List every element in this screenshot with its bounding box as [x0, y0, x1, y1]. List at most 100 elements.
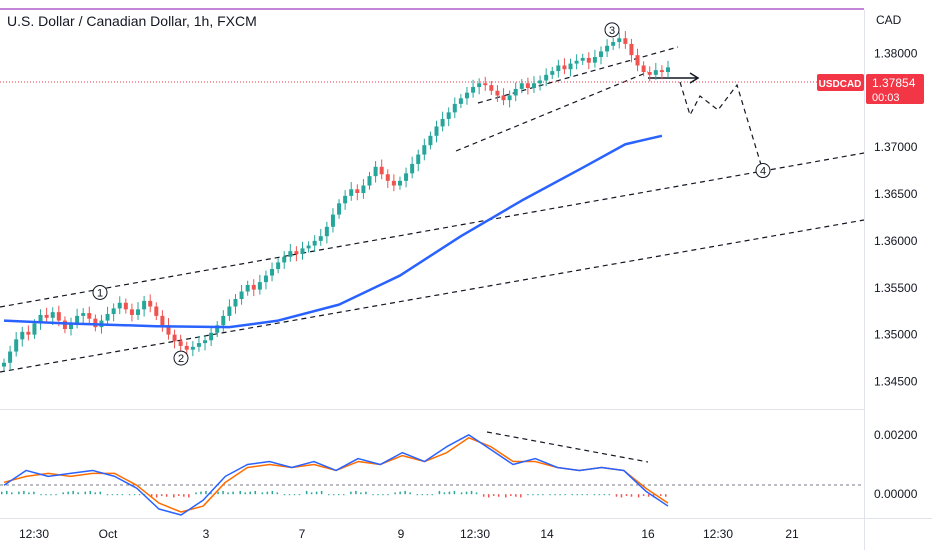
currency-label[interactable]: CAD [876, 13, 902, 27]
osc-histogram-bar [549, 494, 551, 496]
wave-label-circle[interactable] [755, 163, 771, 179]
osc-histogram-bar [217, 491, 219, 495]
osc-histogram-bar [195, 492, 197, 495]
osc-histogram-bar [106, 494, 109, 496]
wave-label-circle[interactable] [604, 22, 620, 38]
osc-histogram-bar [532, 494, 534, 496]
wave-label-circle[interactable] [173, 350, 189, 366]
price-tag-bg [866, 74, 924, 104]
candle-body [337, 203, 342, 215]
osc-histogram-bar [328, 494, 330, 496]
candle-body [123, 302, 128, 310]
time-tick-label: 14 [540, 527, 554, 541]
osc-histogram-bar [77, 492, 79, 495]
osc-histogram-bar [298, 494, 301, 496]
time-tick-label: 12:30 [460, 527, 490, 541]
candle-body [440, 118, 445, 127]
osc-histogram-bar [510, 494, 512, 496]
osc-histogram-bar [608, 494, 611, 496]
osc-histogram-bar [178, 494, 180, 496]
upper-channel-line[interactable] [0, 152, 865, 308]
time-tick-label: 9 [398, 527, 405, 541]
candle-body [641, 65, 646, 73]
time-tick-label: 21 [785, 527, 799, 541]
candle-body [659, 70, 664, 73]
osc-histogram-bar [377, 494, 379, 496]
candle-body [330, 214, 335, 227]
osc-histogram-bar [431, 494, 434, 496]
candle-body [349, 189, 354, 196]
candle-body [538, 80, 543, 84]
price-tag-countdown: 00:03 [872, 92, 900, 104]
candle-body [190, 346, 195, 350]
wedge-upper-line[interactable] [477, 46, 679, 104]
candle-body [20, 331, 25, 340]
osc-histogram-bar [50, 494, 52, 496]
wave-label-text: 4 [760, 166, 766, 178]
candle-body [154, 306, 159, 316]
candle-body [501, 95, 506, 101]
wave-label-circle[interactable] [92, 284, 108, 300]
osc-histogram-bar [315, 491, 318, 495]
candle-body [75, 315, 80, 324]
osc-histogram-bar [271, 490, 274, 495]
drawings[interactable] [0, 46, 865, 486]
candle-body [666, 67, 670, 73]
candle-body [263, 275, 268, 283]
candle-body [62, 320, 67, 330]
arrow-head-icon [689, 72, 700, 84]
osc-histogram-bar [23, 490, 25, 495]
moving-average-group [3, 134, 663, 329]
osc-histogram-bar [443, 492, 446, 495]
osc-tick-label: 0.00000 [874, 487, 918, 501]
time-axis[interactable]: 12:30 Oct 3 7 9 12:30 14 16 12:30 21 [19, 527, 799, 541]
candle-body [117, 302, 122, 309]
osc-histogram-bar [421, 494, 424, 496]
osc-histogram-bar [394, 492, 396, 495]
osc-histogram-bar [497, 494, 500, 497]
osc-histogram-bar [564, 494, 566, 496]
candle-body [282, 256, 287, 263]
candle-body [464, 92, 469, 99]
candle-body [136, 309, 141, 315]
time-tick-label: 16 [641, 527, 655, 541]
osc-histogram-bar [45, 494, 47, 496]
candle-body [617, 38, 622, 43]
candle-body [598, 51, 603, 58]
candle-body [513, 88, 518, 96]
osc-histogram-bar [33, 491, 35, 495]
pane-separator[interactable] [0, 409, 864, 410]
candle-body [379, 166, 384, 175]
osc-main-line[interactable] [3, 434, 669, 516]
wedge-lower-line[interactable] [455, 71, 649, 152]
time-tick-label: 7 [299, 527, 306, 541]
osc-signal-line[interactable] [3, 437, 669, 513]
osc-histogram-bar [382, 494, 384, 496]
candle-body [178, 341, 183, 346]
osc-histogram-bar [320, 490, 323, 495]
osc-histogram-bar [138, 494, 141, 496]
osc-histogram-bar [637, 494, 640, 498]
price-tick-label: 1.37000 [874, 140, 918, 154]
osc-histogram-bar [438, 490, 441, 495]
candle-body [276, 262, 281, 269]
candle-body [422, 145, 427, 155]
osc-divergence-line[interactable] [486, 431, 649, 463]
lower-channel-line[interactable] [0, 219, 865, 373]
candle-body [452, 103, 457, 113]
price-tag-value: 1.37854 [872, 76, 916, 90]
projection-path[interactable] [679, 81, 763, 169]
time-tick-label: 12:30 [19, 527, 49, 541]
osc-histogram-bar [460, 492, 463, 495]
moving-average-line[interactable] [3, 134, 663, 329]
osc-histogram-bar [542, 494, 544, 496]
osc-histogram-bar [62, 492, 64, 495]
candle-body [324, 226, 329, 237]
time-tick-label: 12:30 [703, 527, 733, 541]
candle-body [44, 314, 49, 318]
osc-histogram-bar [554, 494, 556, 496]
candle-body [471, 87, 476, 93]
osc-histogram-bar [426, 494, 429, 496]
